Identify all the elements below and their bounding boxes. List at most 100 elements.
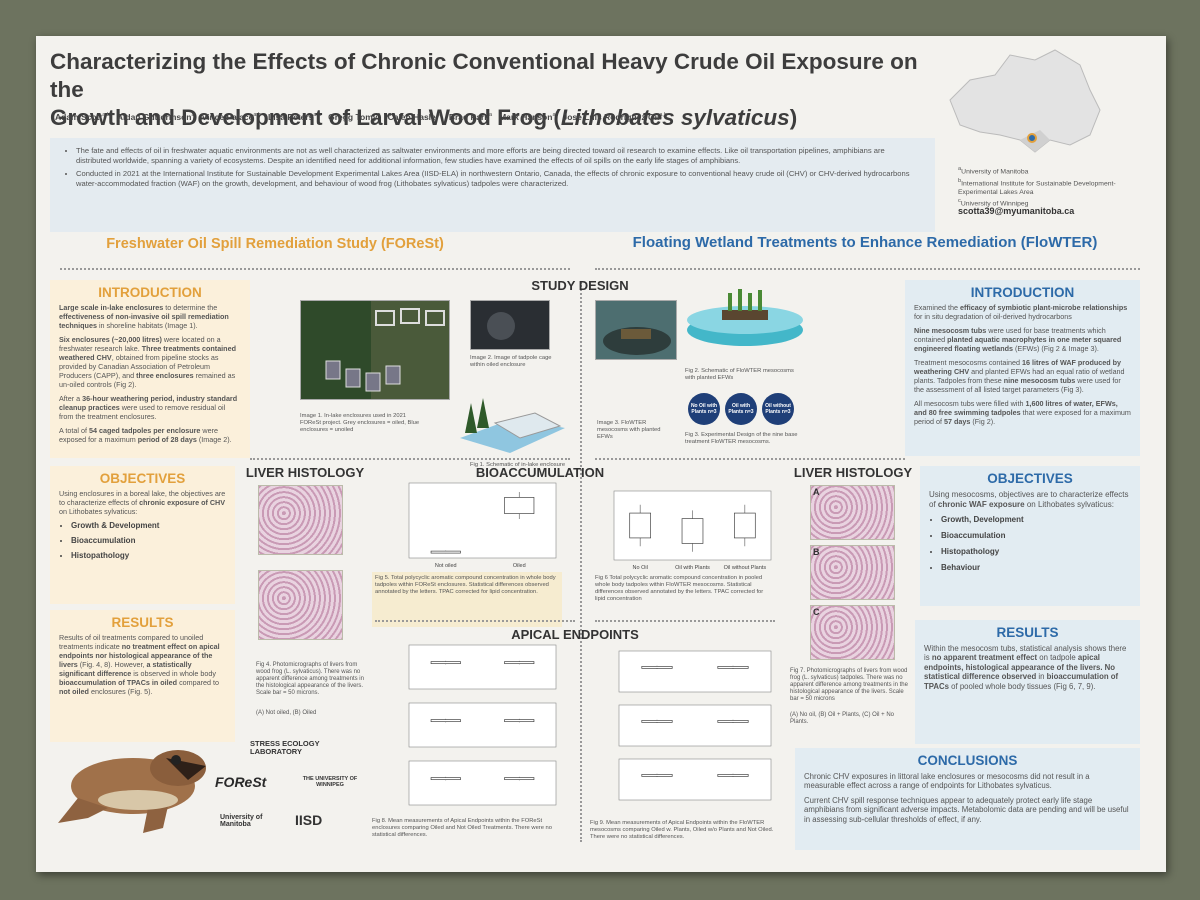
paragraph: Large scale in-lake enclosures to determ… [59,303,241,330]
list-item: Conducted in 2021 at the International I… [76,169,921,188]
text-run: on Lithobates sylvaticus: [59,507,138,516]
image3 [595,300,677,360]
flowter-heading: Floating Wetland Treatments to Enhance R… [632,234,1098,251]
bold-run: 16 litres of WAF produced by weathering … [914,358,1122,376]
text-run: on Lithobates sylvaticus: [1024,500,1114,509]
caption: Image 1. In-lake enclosures used in 2021… [300,413,420,433]
fig5-plot: Not oiled Oiled [408,482,557,569]
box-title: OBJECTIVES [99,471,186,486]
conclusions: CONCLUSIONS Chronic CHV exposures in lit… [795,748,1140,850]
text-run: Results of oil treatments compared to un… [59,633,204,651]
bold-run: chronic WAF exposure [937,500,1025,509]
text-run: Using enclosures in a boreal lake, the o… [59,489,226,507]
frog-image [58,750,206,833]
author: Mark Hansona [499,112,555,122]
bold-run: bioaccumulation of TPACs in oiled [59,678,178,687]
text-run: were located on a freshwater research la… [59,335,221,353]
bold-run: apical endpoints, histological appearanc… [924,653,1116,682]
bold-run: Large scale in-lake enclosures [59,303,164,312]
list-item: Behaviour [941,563,1131,573]
divider [595,620,775,622]
author-sup: a,b [102,112,110,119]
canada-map [949,49,1101,153]
paragraph: Treatment mesocosms contained 16 litres … [914,358,1131,394]
flowter-objectives: OBJECTIVES Using mesocosms, objectives a… [920,466,1140,606]
bold-run: Nine mesocosm tubs [914,326,987,335]
caption: Fig 1. Schematic of in-lake enclosure [470,462,566,468]
bold-run: 54 caged tadpoles per enclosure [88,426,201,435]
text-run: Examined the [914,303,960,312]
fig1-schematic [460,398,565,453]
paragraph: Results of oil treatments compared to un… [59,633,226,696]
text-run: is observed in whole body [131,669,216,678]
objective-list: Growth & Development Bioaccumulation Histo… [59,521,226,560]
paragraph: Using enclosures in a boreal lake, the o… [59,489,226,516]
author: Aidan Guttormsona [117,112,195,122]
author: Adam Scotta,b [55,112,110,122]
divider [595,458,905,460]
email: scotta39@myumanitoba.ca [958,206,1075,216]
title-species: Lithobates sylvaticus [560,105,790,130]
text-run: in shoreline habitats (Image 1). [96,321,198,330]
intro-list: The fate and effects of oil in freshwate… [64,146,921,188]
bold-run: Three treatments contained weathered CHV [59,344,236,362]
title-line: Characterizing the Effects of Chronic Co… [50,49,918,102]
text-run: of pooled whole body tissues (Fig 6, 7, … [948,681,1096,691]
paragraph: Within the mesocosm tubs, statistical an… [924,644,1131,692]
paragraphs: Large scale in-lake enclosures to determ… [59,303,241,444]
text-run: for in situ degradation of oil-derived h… [914,312,1072,321]
affiliation-text: University of Winnipeg [960,200,1029,208]
affiliation-text: International Institute for Sustainable … [958,180,1116,196]
paragraph: Six enclosures (~20,000 litres) were loc… [59,335,241,389]
bold-run: Six enclosures (~20,000 litres) [59,335,162,344]
flowter-intro: INTRODUCTION Examined the efficacy of sy… [905,280,1140,456]
treatment-circle: Oil with Plants n=3 [725,393,757,425]
divider [60,268,570,270]
bold-run: 1,600 litres of water, EFWs, and 80 free… [914,399,1118,417]
plot-frame [618,704,772,747]
section-title: APICAL ENDPOINTS [511,627,639,642]
logo-manitoba: University of Manitoba [220,814,263,828]
box [430,777,461,781]
bold-run: no apparent treatment effect [931,653,1038,663]
affiliations: aUniversity of Manitoba bInternational In… [958,165,1123,209]
text-run: Using mesocosms, objectives are to chara… [929,490,1129,509]
author: Caleb Haslerc [388,112,442,122]
box [629,512,651,539]
author-name: Lisa Peters [268,112,314,122]
bold-run: not oiled [59,687,89,696]
box [734,512,756,539]
section-title: LIVER HISTOLOGY [245,465,365,480]
text-run: All mesocosm tubs were filled with [914,399,1026,408]
plot-frame [618,758,772,801]
affiliation-text: University of Manitoba [961,168,1029,176]
bold-run: nine mesocosm tubs [1003,376,1076,385]
author-sup: a,b [313,112,322,119]
text-run: Treatment mesocosms contained [914,358,1022,367]
affiliation-sup: b [958,177,962,184]
plot-frame [408,702,557,748]
histology-image [810,485,895,540]
bold-run: efficacy of symbiotic plant-microbe rela… [959,303,1128,312]
bold-run: no treatment effect on apical endpoints … [59,642,220,669]
caption: Fig 9. Mean measurements of Apical Endpo… [590,820,774,840]
histology-image [810,545,895,600]
caption: Fig 7. Photomicrographs of livers from w… [790,668,908,702]
author-sup: a [552,112,556,119]
box [504,497,535,514]
paragraph: Chronic CHV exposures in littoral lake e… [804,771,1090,791]
histology-image [810,605,895,660]
bold-run: bioaccumulation of TPACs [924,672,1119,691]
plot-frame [408,760,557,806]
author-sup: a,b [659,112,667,119]
apical-plot [618,650,772,693]
caption: Fig 4. Photomicrographs of livers from w… [256,662,364,696]
image2 [470,300,550,350]
caption: (A) No oil, (B) Oil + Plants, (C) Oil + … [790,712,895,725]
histology-image [258,570,343,640]
caption: Image 3. FloWTER mesocosms with planted … [597,420,661,440]
bold-run: three enclosures [136,371,194,380]
caption: Image 2. Image of tadpole cage within oi… [470,355,552,368]
fig2-schematic [687,289,803,346]
caption: (A) Not oiled, (B) Oiled [256,710,317,716]
